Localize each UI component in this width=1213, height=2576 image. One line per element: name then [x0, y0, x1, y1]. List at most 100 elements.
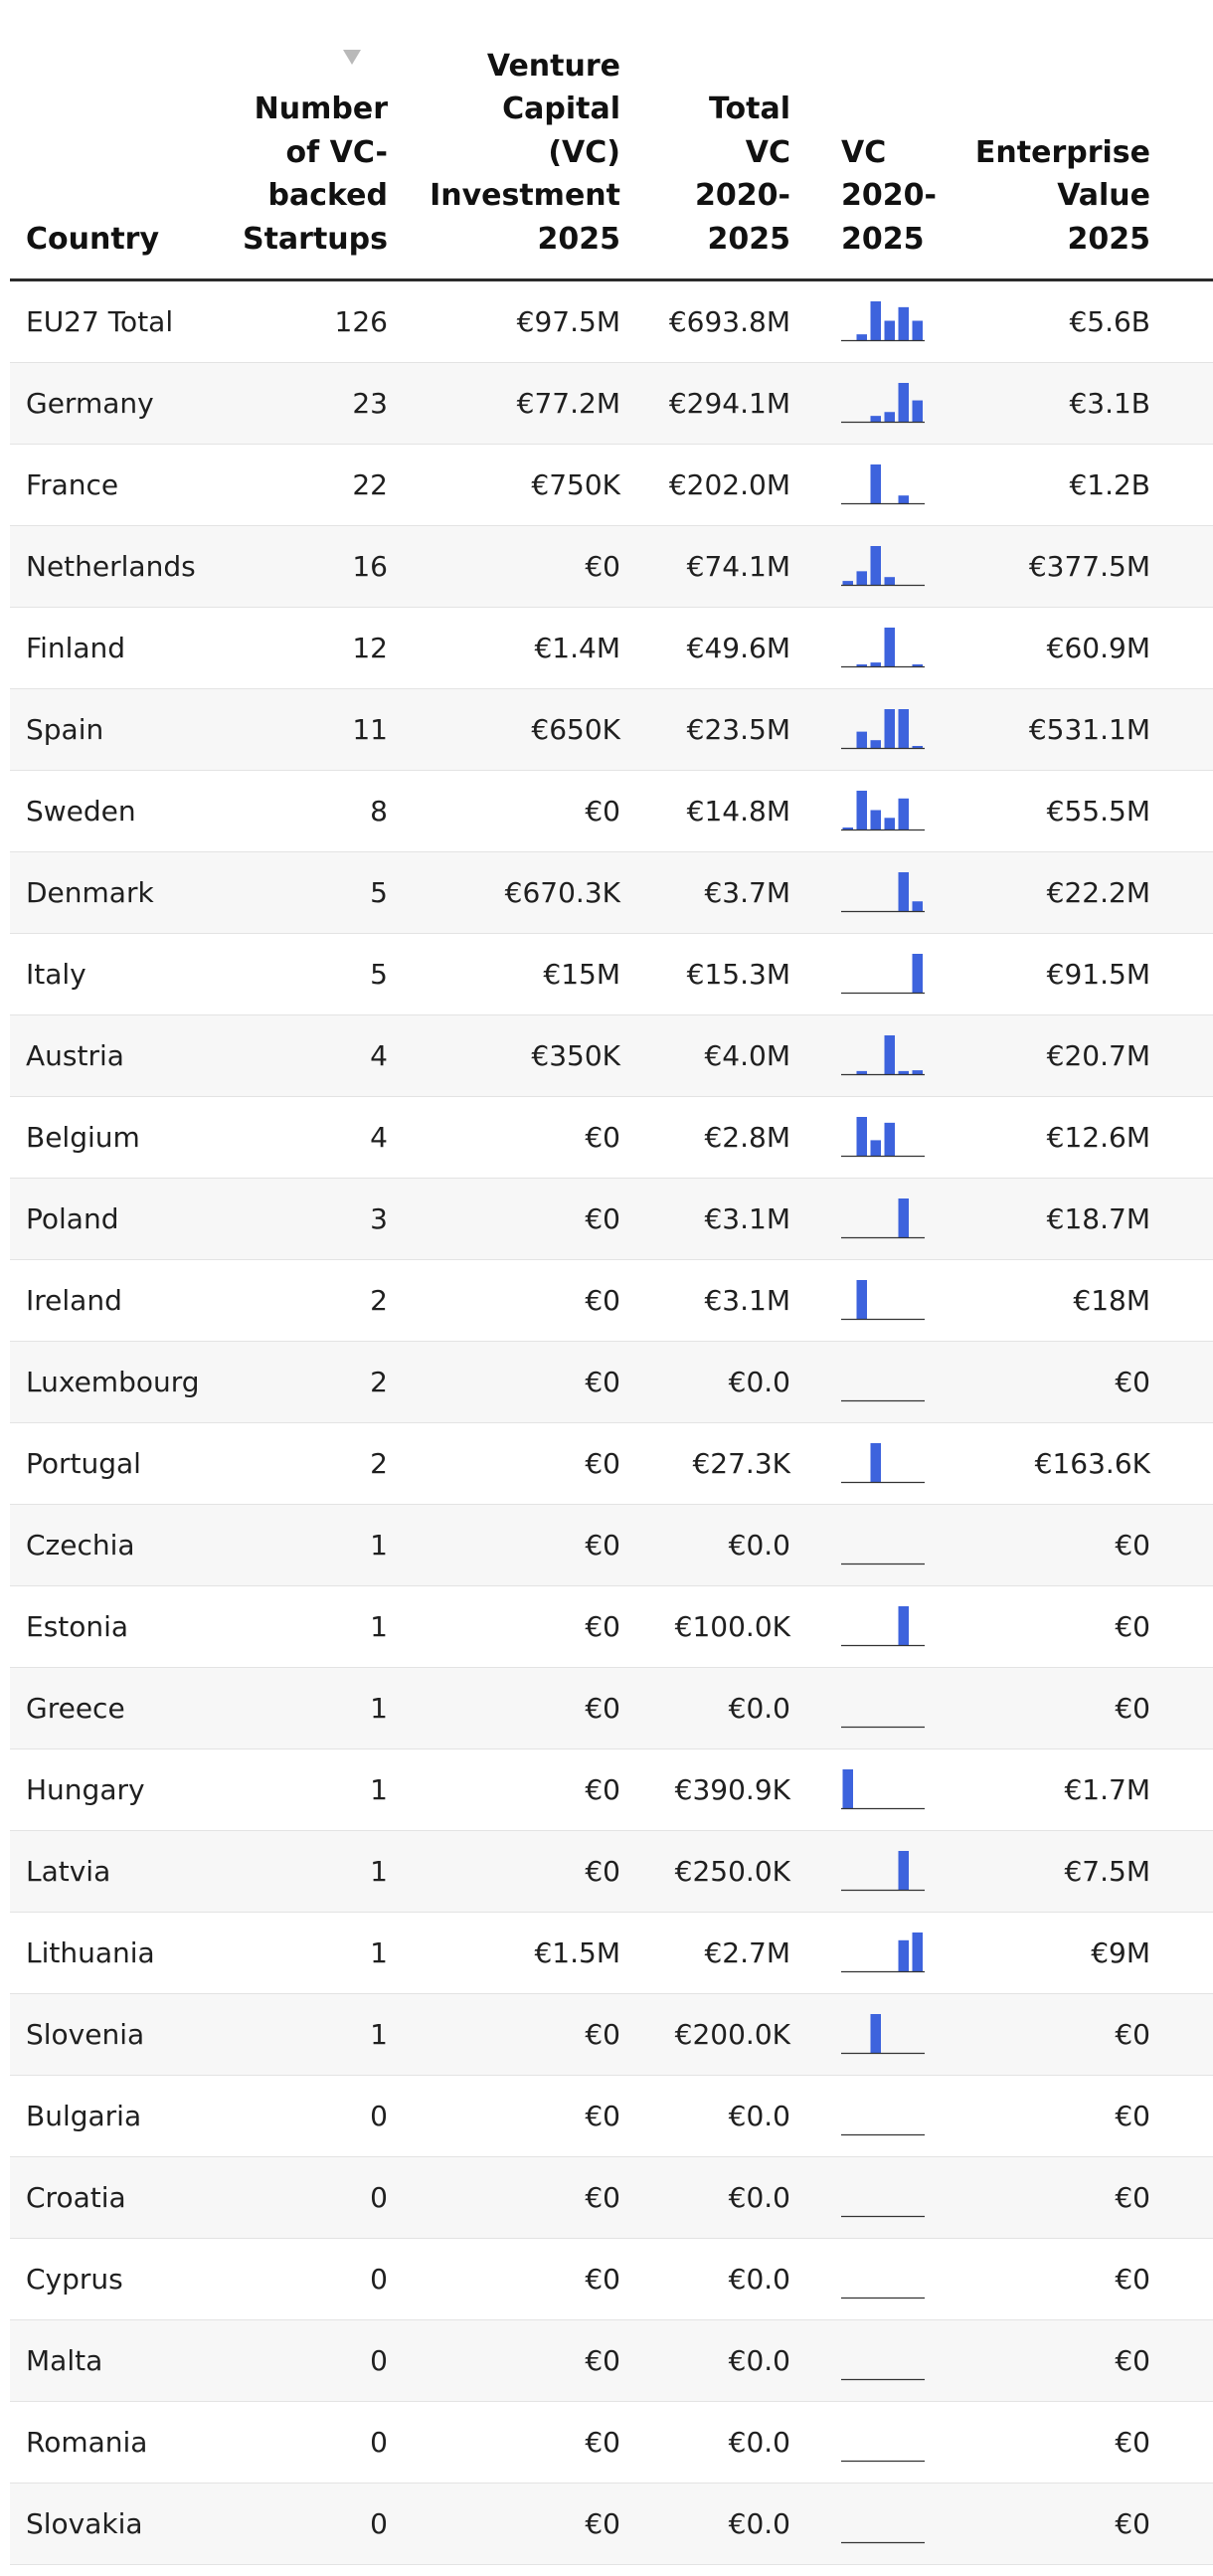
country-cell: Greece — [26, 1692, 125, 1725]
startups-cell: 126 — [334, 305, 388, 338]
enterprise-value-cell: €9M — [1091, 1936, 1150, 1969]
table-row: Denmark 5 €670.3K €3.7M €22.2M — [10, 852, 1213, 934]
sparkline-chart — [841, 1726, 925, 1729]
column-header-vc-2025[interactable]: Venture Capital (VC) Investment 2025 — [430, 45, 620, 262]
table-row: Germany 23 €77.2M €294.1M €3.1B — [10, 363, 1213, 445]
vc-trend-sparkline — [841, 1260, 925, 1342]
vc-2025-cell: €0 — [585, 1610, 620, 1643]
total-vc-cell: €3.1M — [704, 1284, 790, 1317]
country-cell: Estonia — [26, 1610, 129, 1643]
vc-2025-cell: €0 — [585, 1529, 620, 1562]
country-cell: Denmark — [26, 876, 154, 909]
startups-cell: 2 — [370, 1366, 388, 1398]
sparkline-bar — [912, 664, 923, 666]
country-cell: Czechia — [26, 1529, 135, 1562]
vc-trend-sparkline — [841, 281, 925, 363]
enterprise-value-cell: €91.5M — [1046, 958, 1150, 991]
sparkline-bar — [870, 810, 881, 829]
country-cell: Sweden — [26, 795, 136, 828]
header-line: Total — [709, 92, 790, 126]
sort-descending-icon[interactable] — [343, 50, 361, 65]
table-row: Netherlands 16 €0 €74.1M €377.5M — [10, 526, 1213, 608]
column-header-startups[interactable]: Number of VC- backed Startups — [243, 88, 388, 261]
vc-trend-sparkline — [841, 771, 925, 852]
vc-trend-sparkline — [841, 608, 925, 689]
vc-2025-cell: €0 — [585, 2100, 620, 2132]
sparkline-bar — [856, 731, 867, 748]
total-vc-cell: €0.0 — [728, 2100, 790, 2132]
vc-2025-cell: €0 — [585, 1284, 620, 1317]
table-row: Bulgaria 0 €0 €0.0 €0 — [10, 2076, 1213, 2157]
country-cell: Ireland — [26, 1284, 122, 1317]
sparkline-bar — [856, 1280, 867, 1319]
enterprise-value-cell: €0 — [1115, 1610, 1150, 1643]
sparkline-bar — [884, 577, 895, 585]
total-vc-cell: €0.0 — [728, 2426, 790, 2459]
sparkline-chart — [841, 1443, 925, 1484]
table-header: Country Number of VC- backed Startups Ve… — [10, 0, 1213, 281]
table-row: Czechia 1 €0 €0.0 €0 — [10, 1505, 1213, 1586]
column-header-enterprise-value[interactable]: Enterprise Value 2025 — [975, 131, 1150, 262]
header-line: Country — [26, 221, 160, 257]
country-cell: Cyprus — [26, 2263, 123, 2296]
startups-cell: 4 — [370, 1121, 388, 1154]
sparkline-bar — [912, 1070, 923, 1074]
header-line: Enterprise — [974, 134, 1150, 170]
header-line: 2025 — [537, 221, 621, 257]
header-line: Value — [1057, 178, 1150, 213]
enterprise-value-cell: €20.7M — [1046, 1039, 1150, 1072]
sparkline-bar — [870, 464, 881, 503]
vc-trend-sparkline — [841, 1179, 925, 1260]
table-row: Luxembourg 2 €0 €0.0 €0 — [10, 1342, 1213, 1423]
country-cell: Slovenia — [26, 2018, 145, 2051]
country-cell: Lithuania — [26, 1936, 155, 1969]
sparkline-bar — [898, 383, 909, 422]
header-line: Number — [254, 92, 388, 126]
total-vc-cell: €23.5M — [686, 713, 790, 746]
table-row: Estonia 1 €0 €100.0K €0 — [10, 1586, 1213, 1668]
total-vc-cell: €2.8M — [704, 1121, 790, 1154]
vc-trend-sparkline — [841, 1423, 925, 1505]
table-row: Sweden 8 €0 €14.8M €55.5M — [10, 771, 1213, 852]
total-vc-cell: €0.0 — [728, 1529, 790, 1562]
column-header-country[interactable]: Country — [26, 218, 159, 262]
startups-cell: 4 — [370, 1039, 388, 1072]
vc-2025-cell: €0 — [585, 2426, 620, 2459]
header-line: VC — [745, 134, 790, 170]
vc-2025-cell: €0 — [585, 795, 620, 828]
vc-2025-cell: €1.4M — [534, 632, 620, 664]
column-header-total-vc[interactable]: Total VC 2020- 2025 — [695, 88, 790, 261]
table-row: Finland 12 €1.4M €49.6M €60.9M — [10, 608, 1213, 689]
total-vc-cell: €0.0 — [728, 1366, 790, 1398]
startups-cell: 2 — [370, 1284, 388, 1317]
enterprise-value-cell: €1.7M — [1064, 1773, 1150, 1806]
enterprise-value-cell: €377.5M — [1028, 550, 1150, 583]
sparkline-bar — [898, 798, 909, 829]
total-vc-cell: €15.3M — [686, 958, 790, 991]
total-vc-cell: €0.0 — [728, 2263, 790, 2296]
startups-cell: 16 — [352, 550, 388, 583]
header-line: 2025 — [841, 221, 925, 257]
sparkline-bar — [842, 1769, 853, 1808]
vc-2025-cell: €0 — [585, 2263, 620, 2296]
total-vc-cell: €3.1M — [704, 1202, 790, 1235]
vc-2025-cell: €0 — [585, 1692, 620, 1725]
sparkline-bar — [870, 416, 881, 422]
vc-trend-sparkline — [841, 1015, 925, 1097]
startups-cell: 23 — [352, 387, 388, 420]
header-line: 2020- — [695, 178, 790, 213]
country-cell: Poland — [26, 1202, 119, 1235]
vc-2025-cell: €350K — [531, 1039, 620, 1072]
sparkline-chart — [841, 2014, 925, 2055]
enterprise-value-cell: €18.7M — [1046, 1202, 1150, 1235]
sparkline-bar — [884, 628, 895, 666]
country-cell: Austria — [26, 1039, 124, 1072]
table-row: Hungary 1 €0 €390.9K €1.7M — [10, 1749, 1213, 1831]
sparkline-bar — [912, 400, 923, 422]
startups-cell: 5 — [370, 958, 388, 991]
vc-trend-sparkline — [841, 2402, 925, 2484]
startups-cell: 1 — [370, 1692, 388, 1725]
enterprise-value-cell: €18M — [1073, 1284, 1150, 1317]
vc-2025-cell: €15M — [543, 958, 620, 991]
enterprise-value-cell: €1.2B — [1069, 468, 1150, 501]
